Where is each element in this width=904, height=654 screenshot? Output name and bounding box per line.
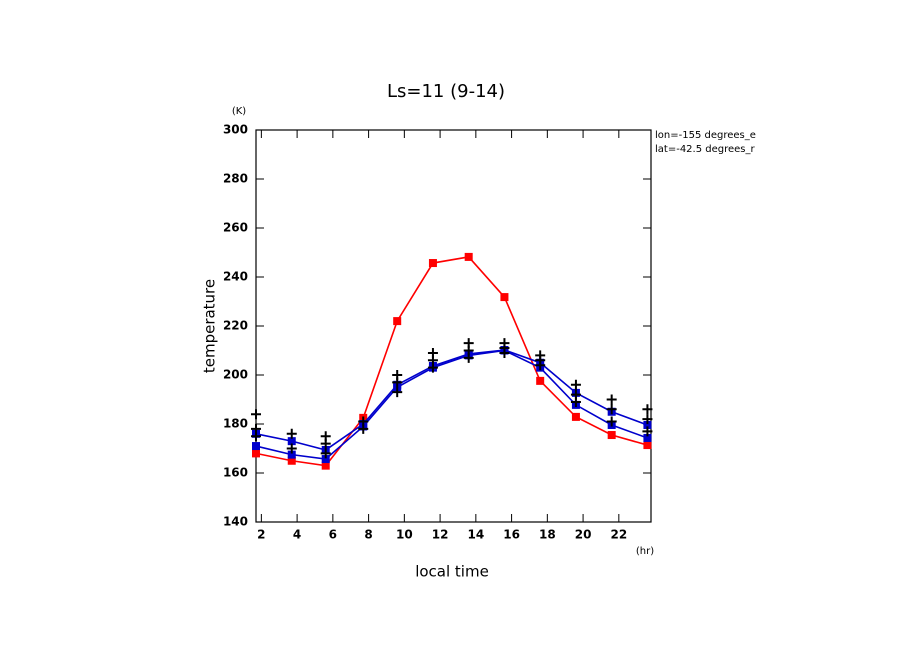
- square-marker: [643, 420, 652, 429]
- square-marker: [500, 293, 509, 302]
- square-marker: [464, 252, 473, 261]
- x-tick-label: 4: [293, 528, 301, 542]
- square-marker: [428, 259, 437, 268]
- square-marker: [287, 437, 296, 446]
- plus-marker: [286, 428, 297, 439]
- annotation: lon=-155 degrees_e: [655, 130, 756, 141]
- square-marker: [321, 455, 330, 464]
- square-marker: [321, 461, 330, 470]
- x-tick-label: 14: [467, 528, 484, 542]
- plus-marker: [570, 379, 581, 390]
- chart-title: Ls=11 (9-14): [387, 81, 505, 102]
- y-tick-label: 240: [223, 270, 248, 284]
- y-tick-label: 300: [223, 123, 248, 137]
- plus-marker: [606, 394, 617, 405]
- square-marker: [287, 456, 296, 465]
- series-line: [255, 349, 648, 460]
- plus-marker: [606, 404, 617, 415]
- plus-marker: [320, 431, 331, 442]
- x-tick-label: 22: [610, 528, 627, 542]
- y-tick-label: 140: [223, 515, 248, 529]
- plus-marker: [606, 416, 617, 427]
- square-marker: [643, 441, 652, 450]
- square-marker: [393, 317, 402, 326]
- plus-marker: [320, 448, 331, 459]
- plus-marker: [392, 387, 403, 398]
- plus-marker: [642, 426, 653, 437]
- x-tick-label: 2: [257, 528, 265, 542]
- square-marker: [607, 431, 616, 440]
- x-unit: (hr): [636, 546, 654, 557]
- square-marker: [536, 376, 545, 385]
- y-tick-label: 200: [223, 368, 248, 382]
- plus-marker: [427, 347, 438, 358]
- square-marker: [287, 450, 296, 459]
- series-line: [255, 256, 648, 467]
- square-marker: [643, 433, 652, 442]
- y-tick-label: 220: [223, 319, 248, 333]
- x-tick-label: 16: [503, 528, 520, 542]
- square-marker: [252, 449, 260, 458]
- y-tick-label: 260: [223, 221, 248, 235]
- plus-marker: [499, 338, 510, 349]
- plus-marker: [463, 338, 474, 349]
- plus-marker: [642, 414, 653, 425]
- square-marker: [252, 442, 260, 451]
- plus-marker: [535, 350, 546, 361]
- y-tick-label: 160: [223, 466, 248, 480]
- x-tick-label: 18: [539, 528, 556, 542]
- x-tick-label: 12: [432, 528, 449, 542]
- annotation: lat=-42.5 degrees_r: [655, 144, 756, 155]
- y-tick-label: 180: [223, 417, 248, 431]
- plus-marker: [392, 370, 403, 380]
- y-axis-label: temperature: [201, 279, 219, 373]
- plus-marker: [251, 409, 261, 420]
- plus-marker: [642, 404, 653, 415]
- x-axis-label: local time: [415, 563, 489, 581]
- plus-marker: [570, 389, 581, 400]
- series-line: [255, 349, 648, 451]
- plus-marker: [286, 443, 297, 454]
- plus-marker: [358, 416, 369, 427]
- y-unit: (K): [232, 106, 246, 117]
- x-tick-label: 20: [575, 528, 592, 542]
- x-tick-label: 6: [329, 528, 337, 542]
- x-tick-label: 10: [396, 528, 413, 542]
- x-tick-label: 8: [364, 528, 372, 542]
- plus-marker: [251, 423, 261, 434]
- y-tick-label: 280: [223, 172, 248, 186]
- square-marker: [571, 412, 580, 421]
